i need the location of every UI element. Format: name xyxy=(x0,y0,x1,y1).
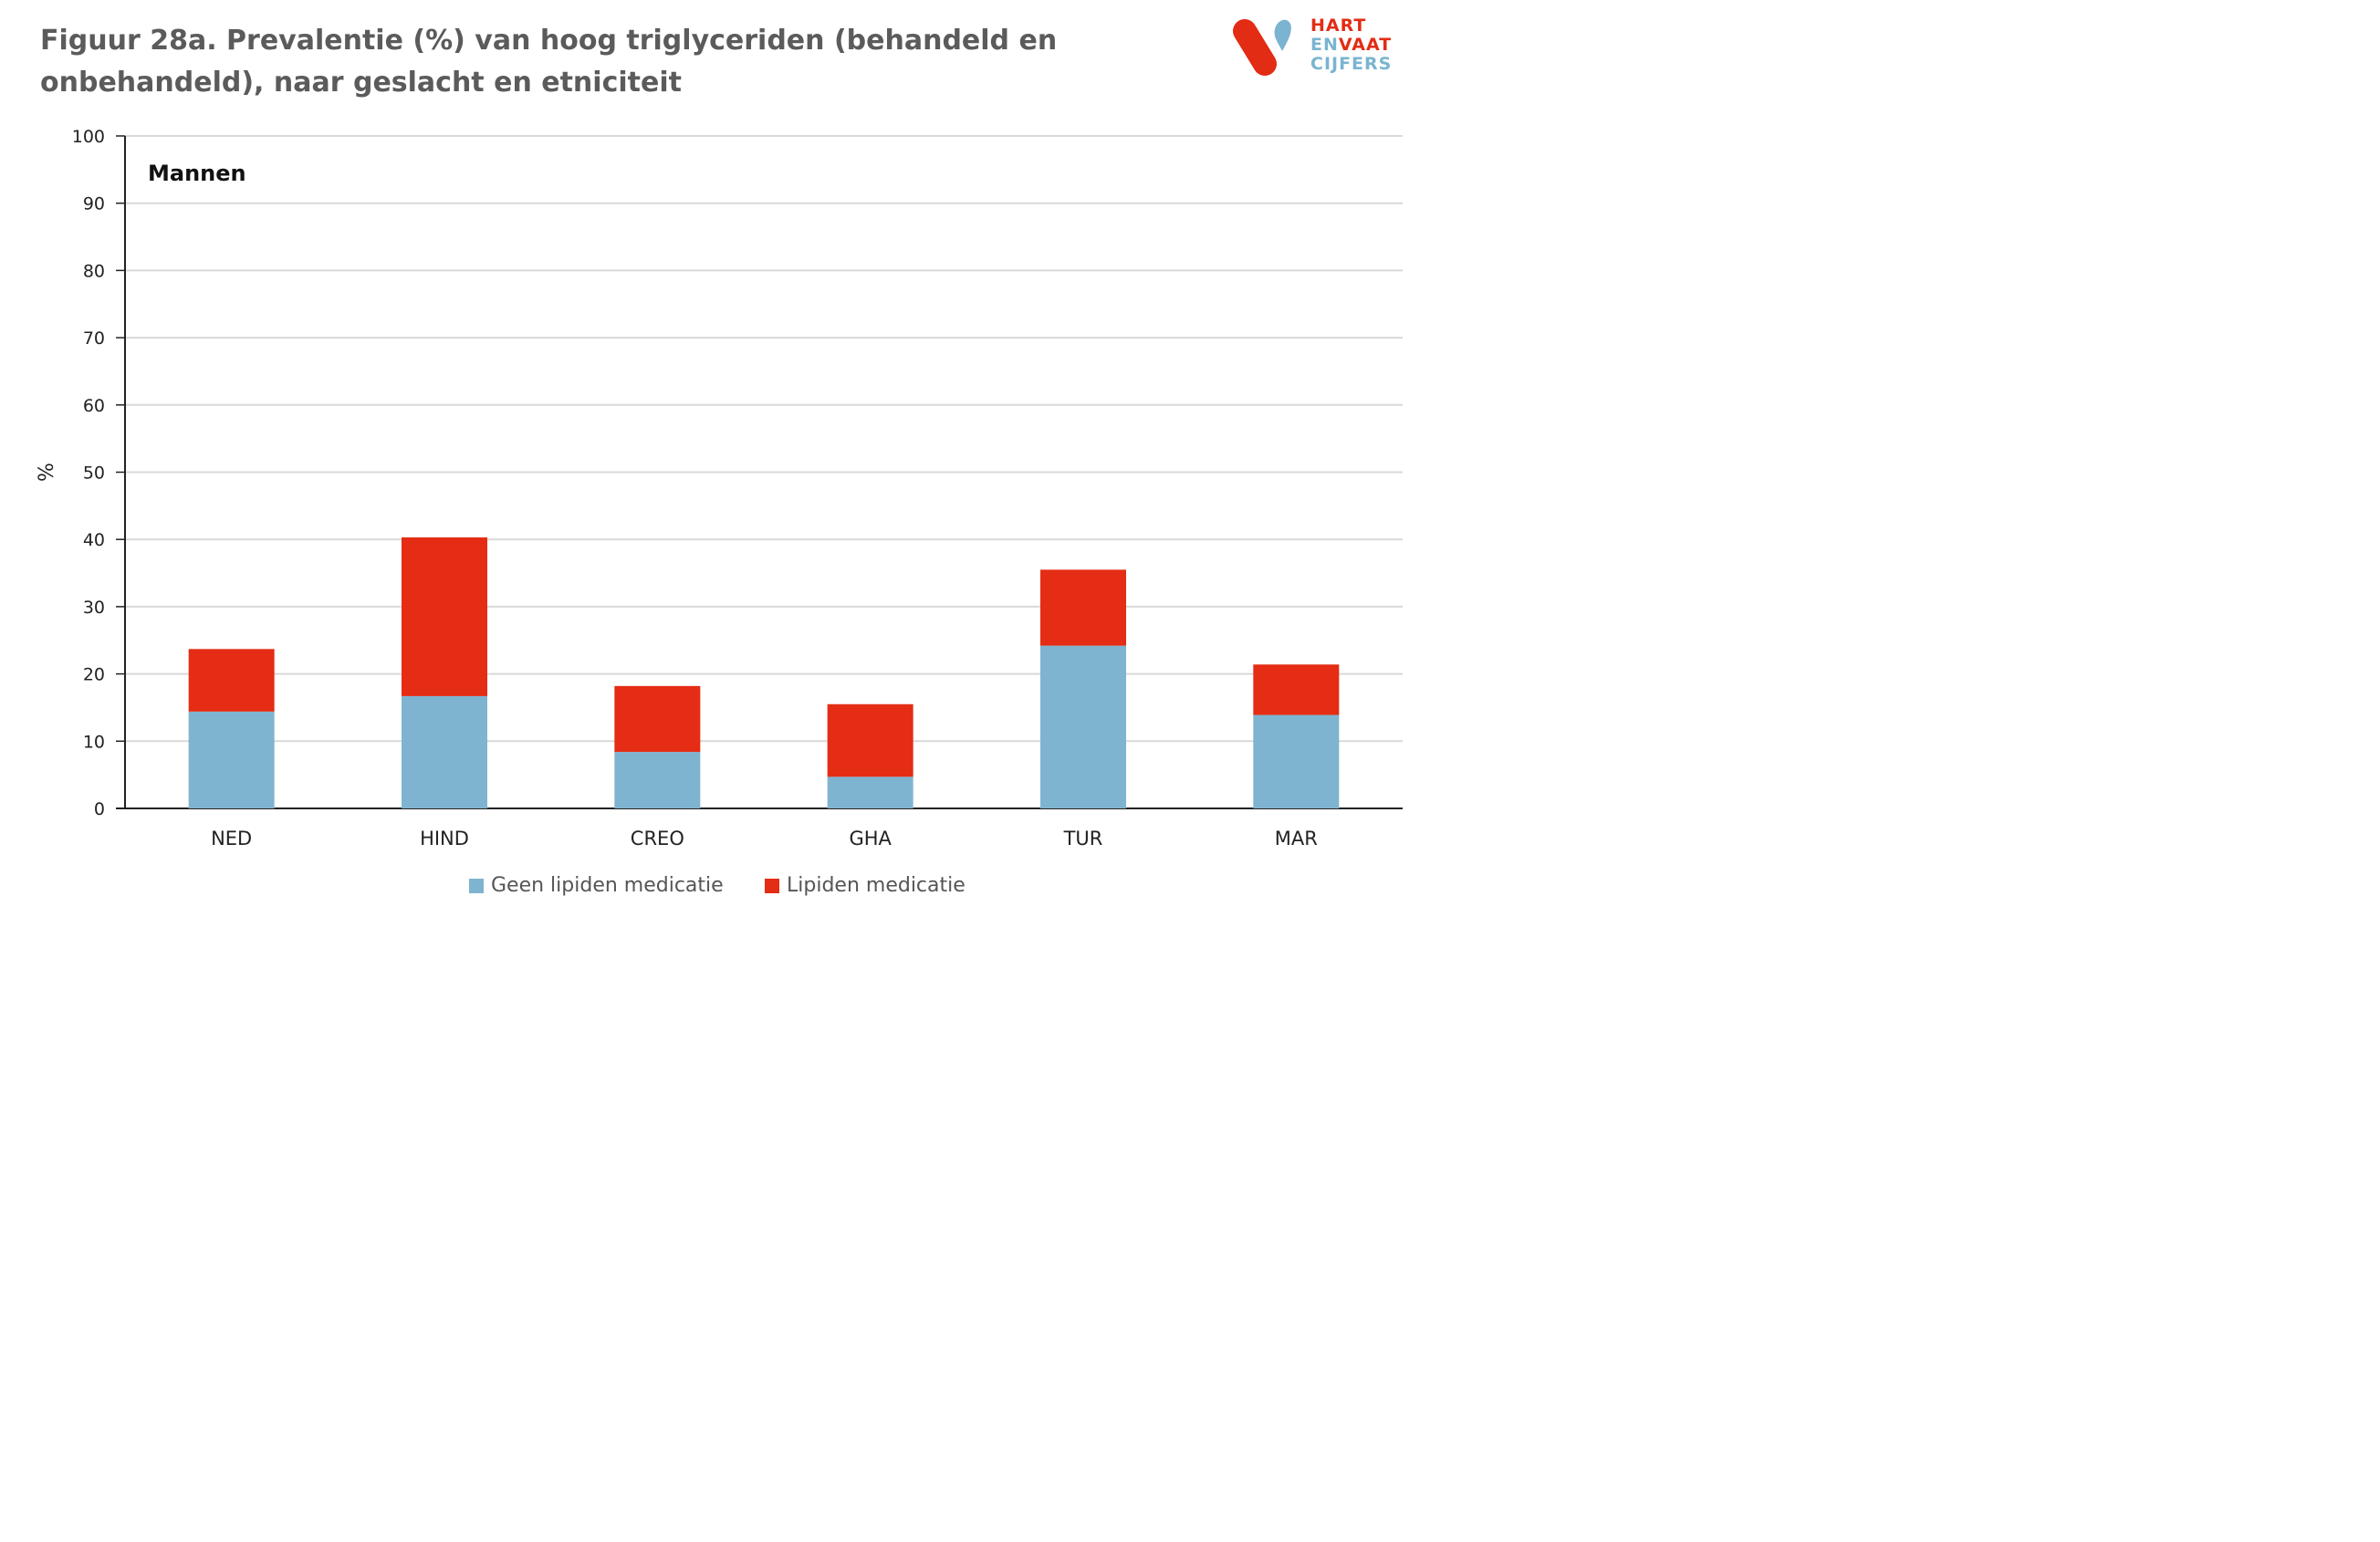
bar-hind-lipiden-medicatie xyxy=(402,537,487,696)
bar-gha-lipiden-medicatie xyxy=(827,703,913,777)
y-tick-label: 100 xyxy=(72,127,105,147)
logo-word-en: EN xyxy=(1310,35,1339,55)
logo-word-hart: HART xyxy=(1310,16,1367,36)
y-tick-label: 80 xyxy=(83,261,105,281)
y-tick-label: 50 xyxy=(83,464,105,484)
logo-text: HART ENVAAT CIJFERS xyxy=(1310,16,1392,74)
bar-creo-geen-lipiden-medicatie xyxy=(614,752,701,808)
y-tick-label: 30 xyxy=(83,598,105,618)
x-tick-label: HIND xyxy=(420,828,469,849)
y-tick-label: 70 xyxy=(83,328,105,349)
bar-hind-geen-lipiden-medicatie xyxy=(402,695,487,808)
x-tick-label: MAR xyxy=(1275,828,1318,849)
legend-item: Lipiden medicatie xyxy=(765,874,966,897)
x-tick-label: CREO xyxy=(631,828,684,849)
bar-gha-geen-lipiden-medicatie xyxy=(827,776,913,808)
bar-creo-lipiden-medicatie xyxy=(614,685,701,753)
x-tick-label: NED xyxy=(211,828,252,849)
bar-ned-lipiden-medicatie xyxy=(188,649,275,712)
stacked-bar-chart: 0 10 20 30 40 50 60 70 80 90 100% Mannen NED HIND CREO… xyxy=(36,127,1403,849)
legend-label: Geen lipiden medicatie xyxy=(491,874,724,897)
y-tick-label: 0 xyxy=(94,799,105,819)
bar-tur-geen-lipiden-medicatie xyxy=(1040,645,1126,808)
y-tick-label: 10 xyxy=(83,732,105,752)
bar-mar-lipiden-medicatie xyxy=(1253,664,1340,715)
logo-word-vaat: VAAT xyxy=(1338,35,1393,55)
logo-word-cijfers: CIJFERS xyxy=(1310,54,1393,74)
chart-title: Figuur 28a. Prevalentie (%) van hoog tri… xyxy=(40,25,1058,99)
legend-label: Lipiden medicatie xyxy=(787,874,966,897)
panel-label: Mannen xyxy=(148,161,246,186)
y-tick-label: 60 xyxy=(83,396,105,416)
y-tick-label: 20 xyxy=(83,665,105,685)
legend-item: Geen lipiden medicatie xyxy=(469,874,724,897)
y-axis-label: % xyxy=(36,463,58,482)
hartenvaat-logo: HART ENVAAT CIJFERS xyxy=(1232,15,1414,78)
chart-legend: Geen lipiden medicatie Lipiden medicatie xyxy=(0,874,1431,903)
legend-swatch xyxy=(469,878,484,893)
bar-ned-geen-lipiden-medicatie xyxy=(188,711,275,808)
bar-mar-geen-lipiden-medicatie xyxy=(1253,714,1340,808)
legend-swatch xyxy=(765,878,779,893)
y-tick-label: 90 xyxy=(83,194,105,214)
heart-drop-logo-icon xyxy=(1233,19,1291,76)
y-tick-label: 40 xyxy=(83,530,105,550)
x-tick-label: TUR xyxy=(1063,828,1103,849)
x-tick-label: GHA xyxy=(849,828,892,849)
bar-tur-lipiden-medicatie xyxy=(1040,569,1126,646)
